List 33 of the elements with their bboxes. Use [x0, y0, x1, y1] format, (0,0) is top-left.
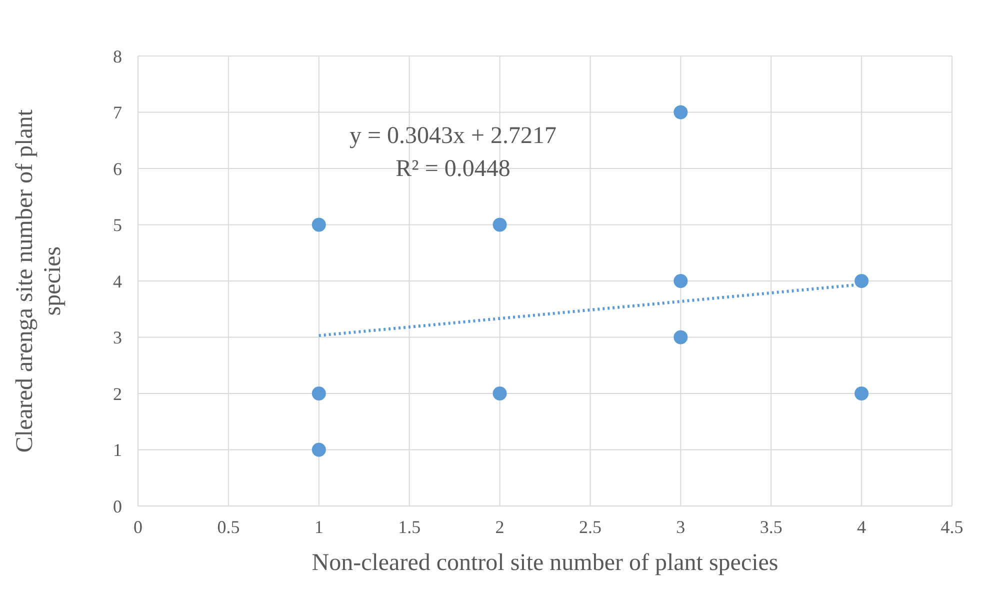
annotation: y = 0.3043x + 2.7217	[348, 122, 558, 151]
x-tick-label: 2	[495, 516, 504, 537]
y-tick-label: 6	[113, 158, 122, 179]
point	[674, 330, 688, 344]
x-tick-label: 4.5	[940, 516, 964, 537]
point	[854, 386, 869, 400]
x-tick-label: 0	[134, 516, 142, 537]
y-tick-label: 3	[113, 328, 122, 348]
annotation: R² = 0.0448	[394, 155, 512, 184]
x-tick-label: 3.5	[760, 516, 782, 537]
y-tick-label: 8	[113, 46, 122, 66]
y-tick-label: 2	[113, 384, 122, 404]
x-tick-label: 3	[676, 516, 686, 537]
point	[492, 218, 507, 232]
point	[674, 274, 688, 288]
x-axis-title: Non-cleared control site number of plant species	[312, 550, 778, 576]
x-tick-label: 1	[314, 516, 324, 537]
y-tick-label: 7	[113, 102, 122, 123]
x-tick-label: 1.5	[398, 516, 421, 537]
point	[312, 218, 326, 232]
x-tick-label: 2.5	[578, 516, 602, 537]
y-axis-title: Cleared arenga site number of plant species	[12, 109, 66, 453]
point	[674, 105, 688, 120]
y-tick-label: 4	[113, 271, 122, 292]
point	[854, 274, 869, 288]
y-tick-label: 1	[113, 440, 122, 460]
point	[312, 386, 326, 400]
y-tick-label: 0	[113, 496, 122, 516]
x-tick-label: 0.5	[217, 516, 240, 537]
y-tick-label: 5	[113, 215, 122, 236]
point	[492, 386, 507, 400]
point	[312, 442, 326, 457]
x-tick-label: 4	[857, 516, 866, 537]
